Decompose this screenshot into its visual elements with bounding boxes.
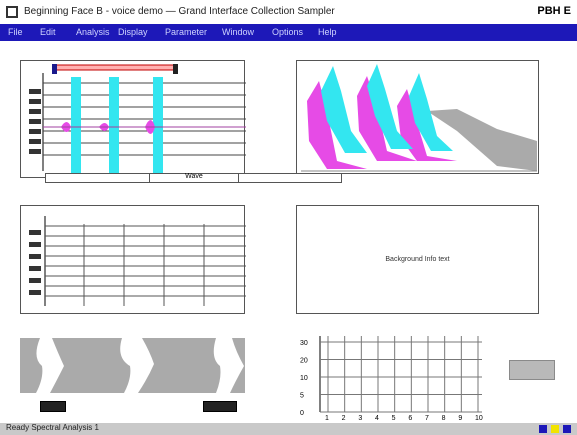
spectrum-ridge-2 <box>367 64 413 149</box>
x-tick-label: 1 <box>325 415 329 422</box>
right-marker-button[interactable] <box>203 401 237 412</box>
spectrum-ridge-3 <box>409 73 453 151</box>
menu-display[interactable]: Display <box>118 27 148 37</box>
menu-edit[interactable]: Edit <box>40 27 56 37</box>
x-tick-label: 6 <box>408 415 412 422</box>
x-tick-label: 8 <box>442 415 446 422</box>
status-indicator-blue-2 <box>563 425 571 433</box>
menu-help[interactable]: Help <box>318 27 337 37</box>
y-tick-label: 30 <box>300 340 308 347</box>
menu-bar: File Edit Analysis Display Parameter Win… <box>0 24 577 41</box>
message-panel: Background Info text <box>296 205 539 314</box>
app-icon <box>6 6 18 18</box>
message-text: Background Info text <box>385 256 450 263</box>
menu-analysis[interactable]: Analysis <box>76 27 110 37</box>
grid-chart-panel <box>20 205 246 315</box>
brand-label: PBH E <box>537 5 571 17</box>
waveform-display[interactable] <box>21 61 246 179</box>
range-handle-left[interactable] <box>52 64 57 74</box>
waveform-panel <box>20 60 246 179</box>
range-slider[interactable] <box>54 64 176 71</box>
envelope-shape-3 <box>213 338 244 393</box>
status-indicator-yellow <box>551 425 559 433</box>
action-button[interactable] <box>509 360 555 380</box>
tab-strip: Wave <box>45 173 342 183</box>
envelope-display[interactable] <box>20 338 245 393</box>
grid-chart-gridlines <box>45 224 246 306</box>
tab-wave[interactable]: Wave <box>185 173 203 180</box>
menu-window[interactable]: Window <box>222 27 255 37</box>
spectrum-peak-1 <box>307 81 367 169</box>
bottom-chart[interactable]: 30 20 10 5 0 1 2 3 4 5 6 7 8 9 10 <box>296 332 484 422</box>
menu-options[interactable]: Options <box>272 27 304 37</box>
spectrum-slab-grey <box>427 109 537 171</box>
voice-segment-2 <box>109 77 119 173</box>
y-tick-label: 20 <box>300 358 308 365</box>
x-tick-label: 9 <box>458 415 462 422</box>
envelope-shape-2 <box>120 338 154 393</box>
voice-segment-3 <box>153 77 163 173</box>
status-indicator-blue <box>539 425 547 433</box>
grid-chart-ticks <box>29 230 41 295</box>
status-text: Ready Spectral Analysis 1 <box>6 423 99 432</box>
bottom-chart-x-ticks: 1 2 3 4 5 6 7 8 9 10 <box>325 415 483 422</box>
bottom-chart-grid <box>320 336 482 413</box>
window-title: Beginning Face B - voice demo — Grand In… <box>24 6 335 17</box>
spectrogram-3d-panel <box>296 60 539 174</box>
y-tick-label: 10 <box>300 375 308 382</box>
tab-left[interactable] <box>46 174 150 182</box>
title-bar: Beginning Face B - voice demo — Grand In… <box>0 0 577 24</box>
voice-segment-1 <box>71 77 81 173</box>
spectrum-ridge-1 <box>321 66 367 153</box>
range-handle-right[interactable] <box>173 64 178 74</box>
y-tick-label: 0 <box>300 410 304 417</box>
tab-right[interactable] <box>238 174 342 182</box>
menu-file[interactable]: File <box>8 27 23 37</box>
bottom-chart-panel: 30 20 10 5 0 1 2 3 4 5 6 7 8 9 10 <box>296 332 484 422</box>
x-tick-label: 3 <box>358 415 362 422</box>
envelope-panel <box>20 338 245 393</box>
menu-parameter[interactable]: Parameter <box>165 27 208 37</box>
bottom-chart-y-ticks: 30 20 10 5 0 <box>300 340 308 417</box>
x-tick-label: 4 <box>375 415 379 422</box>
x-tick-label: 7 <box>425 415 429 422</box>
y-tick-label: 5 <box>300 393 304 400</box>
x-tick-label: 10 <box>475 415 483 422</box>
left-marker-button[interactable] <box>40 401 66 412</box>
grid-chart[interactable] <box>21 206 246 315</box>
envelope-shape-1 <box>36 338 64 393</box>
x-tick-label: 2 <box>342 415 346 422</box>
status-bar: Ready Spectral Analysis 1 <box>0 423 577 435</box>
spectrogram-3d[interactable] <box>297 61 540 175</box>
y-tick-labels <box>29 89 41 154</box>
x-tick-label: 5 <box>392 415 396 422</box>
